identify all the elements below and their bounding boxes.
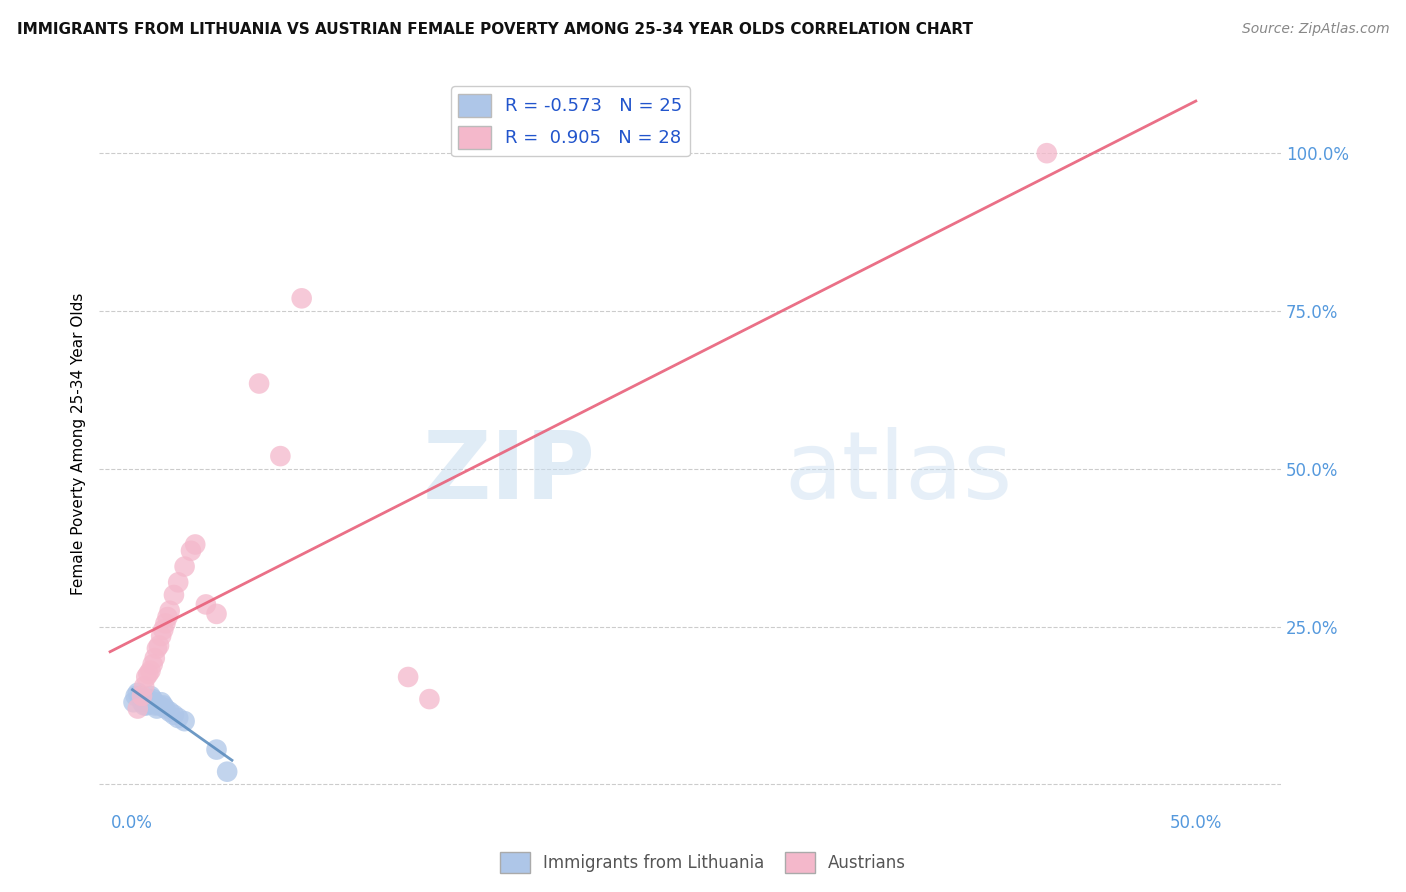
Point — [205, 607, 228, 621]
Legend: Immigrants from Lithuania, Austrians: Immigrants from Lithuania, Austrians — [494, 846, 912, 880]
Point — [127, 701, 149, 715]
Point — [194, 598, 217, 612]
Point — [159, 705, 181, 719]
Point — [269, 449, 291, 463]
Point — [127, 686, 149, 700]
Point — [124, 689, 146, 703]
Point — [138, 695, 160, 709]
Point — [152, 623, 174, 637]
Point — [146, 641, 169, 656]
Point — [134, 698, 156, 713]
Point — [184, 537, 207, 551]
Text: IMMIGRANTS FROM LITHUANIA VS AUSTRIAN FEMALE POVERTY AMONG 25-34 YEAR OLDS CORRE: IMMIGRANTS FROM LITHUANIA VS AUSTRIAN FE… — [17, 22, 973, 37]
Point — [247, 376, 270, 391]
Point — [134, 680, 156, 694]
Point — [131, 692, 153, 706]
Point — [148, 698, 170, 713]
Point — [143, 698, 166, 713]
Point — [135, 670, 157, 684]
Point — [138, 692, 160, 706]
Point — [146, 701, 169, 715]
Point — [139, 664, 162, 678]
Point — [1036, 146, 1059, 161]
Point — [291, 291, 314, 305]
Point — [131, 695, 153, 709]
Point — [205, 742, 228, 756]
Point — [155, 616, 177, 631]
Text: Source: ZipAtlas.com: Source: ZipAtlas.com — [1241, 22, 1389, 37]
Point — [173, 714, 195, 729]
Point — [142, 657, 165, 672]
Point — [163, 707, 186, 722]
Point — [142, 692, 165, 706]
Point — [217, 764, 239, 779]
Point — [155, 701, 177, 715]
Point — [159, 604, 181, 618]
Legend: R = -0.573   N = 25, R =  0.905   N = 28: R = -0.573 N = 25, R = 0.905 N = 28 — [451, 87, 690, 156]
Point — [150, 629, 173, 643]
Point — [180, 543, 202, 558]
Point — [142, 695, 165, 709]
Point — [128, 689, 150, 703]
Y-axis label: Female Poverty Among 25-34 Year Olds: Female Poverty Among 25-34 Year Olds — [72, 293, 86, 595]
Point — [143, 651, 166, 665]
Point — [163, 588, 186, 602]
Point — [167, 711, 190, 725]
Point — [396, 670, 419, 684]
Point — [138, 666, 160, 681]
Point — [122, 695, 145, 709]
Point — [148, 639, 170, 653]
Point — [173, 559, 195, 574]
Text: atlas: atlas — [785, 426, 1012, 519]
Point — [167, 575, 190, 590]
Text: ZIP: ZIP — [423, 426, 596, 519]
Point — [418, 692, 440, 706]
Point — [156, 610, 179, 624]
Point — [135, 698, 157, 713]
Point — [131, 689, 153, 703]
Point — [152, 698, 174, 713]
Point — [139, 689, 162, 703]
Point — [150, 695, 173, 709]
